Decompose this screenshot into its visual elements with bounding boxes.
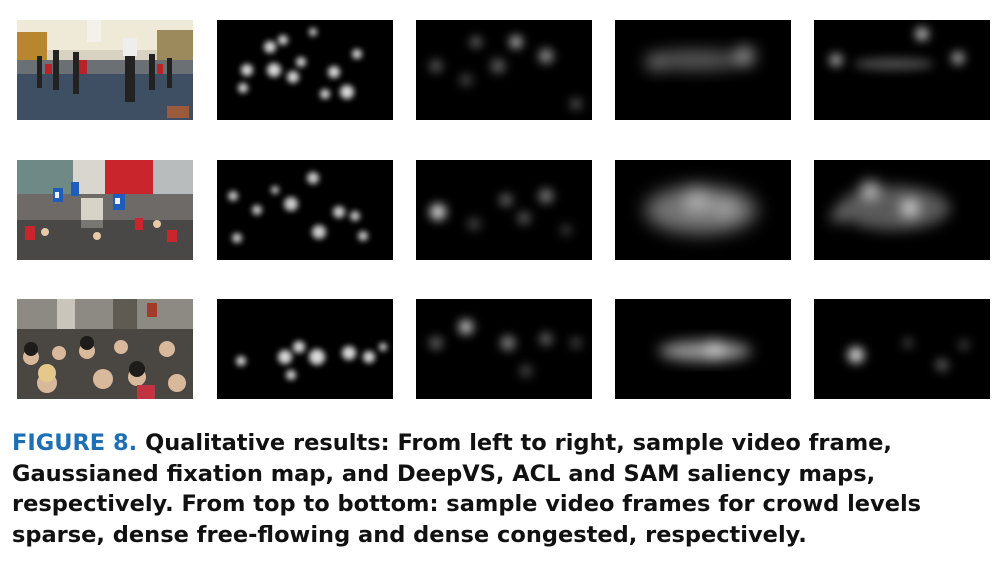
video-frame-dense-free-flowing xyxy=(17,160,193,260)
video-frame-dense-congested xyxy=(17,299,193,399)
acl-map-dense-free-flowing xyxy=(615,160,791,260)
video-frame-sparse xyxy=(17,20,193,120)
deepvs-map-dense-congested xyxy=(416,299,592,399)
fixation-map-sparse xyxy=(217,20,393,120)
deepvs-map-dense-free-flowing xyxy=(416,160,592,260)
figure-caption-text: Qualitative results: From left to right,… xyxy=(12,430,922,548)
fixation-map-dense-congested xyxy=(217,299,393,399)
deepvs-map-sparse xyxy=(416,20,592,120)
figure-caption: FIGURE 8. Qualitative results: From left… xyxy=(12,428,988,550)
sam-map-dense-congested xyxy=(814,299,990,399)
figure-image-grid xyxy=(17,20,990,399)
figure-label: FIGURE 8. xyxy=(12,430,138,456)
fixation-map-dense-free-flowing xyxy=(217,160,393,260)
acl-map-sparse xyxy=(615,20,791,120)
sam-map-dense-free-flowing xyxy=(814,160,990,260)
acl-map-dense-congested xyxy=(615,299,791,399)
sam-map-sparse xyxy=(814,20,990,120)
